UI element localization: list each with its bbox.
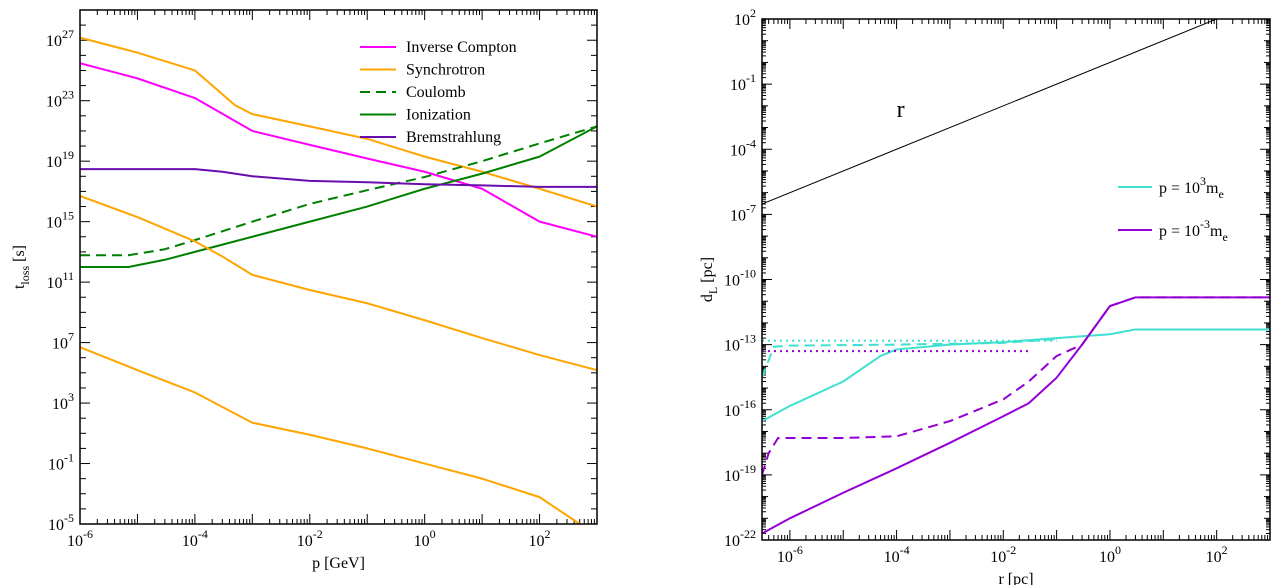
series-group bbox=[762, 19, 1270, 535]
x-tick-label: 100 bbox=[414, 527, 436, 550]
series-group bbox=[80, 36, 597, 524]
y-tick-label: 107 bbox=[52, 330, 74, 353]
series-line-0-1 bbox=[80, 36, 597, 208]
series-line-0-4 bbox=[80, 168, 597, 188]
y-tick-label: 1027 bbox=[46, 27, 74, 50]
x-tick-label: 10-2 bbox=[990, 543, 1016, 566]
x-tick-label: 102 bbox=[1206, 543, 1228, 566]
y-tick-label: 1011 bbox=[46, 269, 74, 292]
series-line-0-2 bbox=[80, 125, 597, 257]
x-tick-label: 10-4 bbox=[182, 527, 208, 550]
y-tick-label: 1023 bbox=[46, 88, 74, 111]
y-tick-label: 1019 bbox=[46, 148, 74, 171]
y-tick-label: 102 bbox=[734, 6, 756, 29]
x-tick-label: 100 bbox=[1099, 543, 1121, 566]
series-line-0-3 bbox=[80, 125, 597, 268]
y-tick-label: 10-16 bbox=[724, 397, 756, 420]
y-tick-label: 10-1 bbox=[730, 71, 756, 94]
series-line-0-0 bbox=[80, 62, 597, 238]
x-axis-label: r [pc] bbox=[998, 571, 1033, 585]
x-tick-label: 10-6 bbox=[67, 527, 93, 550]
plot-frame bbox=[761, 18, 1271, 541]
y-tick-label: 10-4 bbox=[730, 136, 756, 159]
y-tick-label: 103 bbox=[52, 390, 74, 413]
y-axis-label: tloss [s] bbox=[11, 245, 32, 289]
x-tick-label: 10-6 bbox=[777, 543, 803, 566]
x-tick-label: 10-4 bbox=[884, 543, 910, 566]
legend: Inverse Compton Synchrotron Coulomb Ionizat… bbox=[360, 39, 517, 146]
legend-label: Inverse Compton bbox=[406, 39, 517, 56]
legend-label: Ionization bbox=[406, 107, 471, 124]
y-tick-label: 10-22 bbox=[724, 527, 756, 550]
x-axis-label: p [GeV] bbox=[312, 555, 365, 572]
chart-diffusion-length: 10-6 10-4 10-2 100 102 10-22 10-19 10-16 10-13 10… bbox=[699, 6, 1271, 585]
legend-label: Bremstrahlung bbox=[406, 129, 501, 146]
y-axis-label: dL [pc] bbox=[699, 257, 720, 302]
chart-energy-loss-timescales: 10-6 10-4 10-2 100 102 10-5 10-1 103 107 1011 1015… bbox=[11, 9, 598, 572]
x-tick-label: 102 bbox=[529, 527, 551, 550]
plot-frame bbox=[79, 9, 598, 525]
axis-ticks bbox=[79, 9, 598, 525]
series-line-0-5 bbox=[80, 195, 597, 372]
series-line-1-5 bbox=[762, 296, 1270, 476]
series-line-1-2 bbox=[762, 338, 1057, 379]
y-tick-label: 10-5 bbox=[48, 511, 74, 534]
series-line-1-0 bbox=[762, 19, 1218, 205]
legend-label: Coulomb bbox=[406, 84, 466, 101]
y-tick-label: 1015 bbox=[46, 209, 74, 232]
legend-label: p = 10-3me bbox=[1159, 217, 1228, 244]
axis-ticks bbox=[761, 18, 1271, 541]
series-line-1-1 bbox=[762, 328, 1270, 422]
y-tick-label: 10-7 bbox=[730, 201, 756, 224]
legend-label: p = 103me bbox=[1159, 174, 1224, 201]
legend: p = 103me p = 10-3me bbox=[1118, 174, 1228, 244]
x-tick-label: 10-2 bbox=[297, 527, 323, 550]
legend-label: Synchrotron bbox=[406, 62, 485, 79]
y-tick-label: 10-10 bbox=[724, 267, 756, 290]
line-annotation: r bbox=[897, 97, 905, 123]
y-tick-label: 10-1 bbox=[48, 451, 74, 474]
y-tick-label: 10-13 bbox=[724, 332, 756, 355]
y-tick-label: 10-19 bbox=[724, 462, 756, 485]
series-line-0-6 bbox=[80, 346, 581, 524]
series-line-1-4 bbox=[762, 296, 1270, 535]
